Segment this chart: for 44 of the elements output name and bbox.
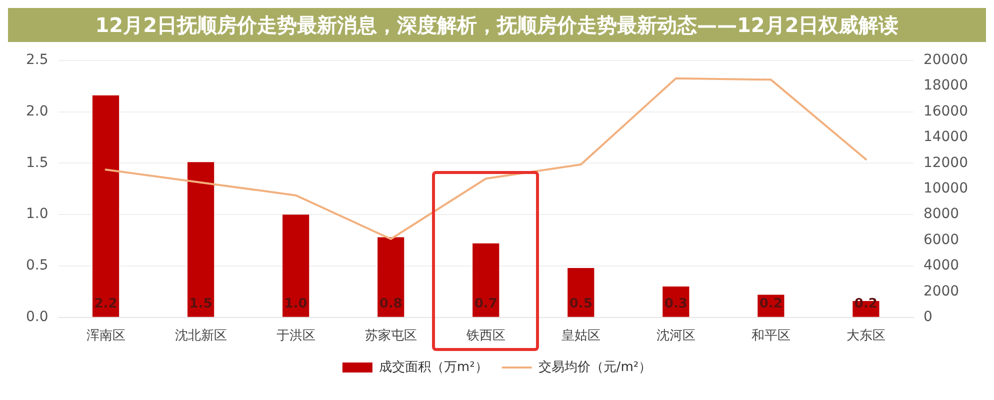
bar [472,243,500,317]
y-tick-label: 2.5 [26,52,48,68]
y2-tick-label: 20000 [923,52,968,68]
y2-tick-label: 14000 [923,129,968,146]
x-tick-label: 和平区 [751,328,790,344]
data-label: 1.0 [284,296,308,312]
data-label: 1.5 [189,296,212,312]
y2-tick-label: 18000 [923,78,968,94]
y2-tick-label: 0 [923,309,932,326]
bar [282,214,310,317]
data-label: 0.2 [759,296,782,312]
y2-tick-label: 4000 [923,258,960,274]
y-tick-label: 1.0 [26,206,48,222]
y2-tick-label: 2000 [923,283,960,300]
y2-tick-label: 12000 [923,154,968,171]
x-tick-label: 铁西区 [465,328,506,344]
bar [568,268,594,317]
y2-tick-label: 8000 [923,206,960,222]
legend-label: 交易均价（元/m²） [538,358,652,375]
bar [378,237,404,317]
data-label: 0.8 [379,296,402,312]
chart-title: 12月2日抚顺房价走势最新消息，深度解析，抚顺房价走势最新动态——12月2日权威解读 [8,8,986,42]
x-tick-label: 苏家屯区 [364,328,417,344]
x-tick-label: 皇姑区 [561,328,600,344]
y2-tick-label: 6000 [923,232,960,248]
y2-tick-label: 16000 [923,103,968,120]
data-label: 0.3 [664,296,688,312]
legend-label: 成交面积（万m²） [378,358,488,375]
y-tick-label: 2.0 [26,103,48,120]
x-tick-label: 浑南区 [86,328,126,344]
y-tick-label: 1.5 [26,154,48,171]
y2-tick-label: 10000 [923,180,968,197]
data-label: 0.7 [474,296,498,312]
bar [187,162,214,317]
y-tick-label: 0.0 [26,309,48,326]
x-tick-label: 沈北新区 [174,328,227,344]
x-tick-label: 大东区 [846,328,886,344]
x-tick-label: 沈河区 [656,328,696,344]
x-tick-label: 于洪区 [276,328,316,344]
data-label: 2.2 [94,296,118,312]
data-label: 0.2 [854,296,878,312]
y-tick-label: 0.5 [26,258,48,274]
bar [92,95,120,317]
data-label: 0.5 [569,296,592,312]
